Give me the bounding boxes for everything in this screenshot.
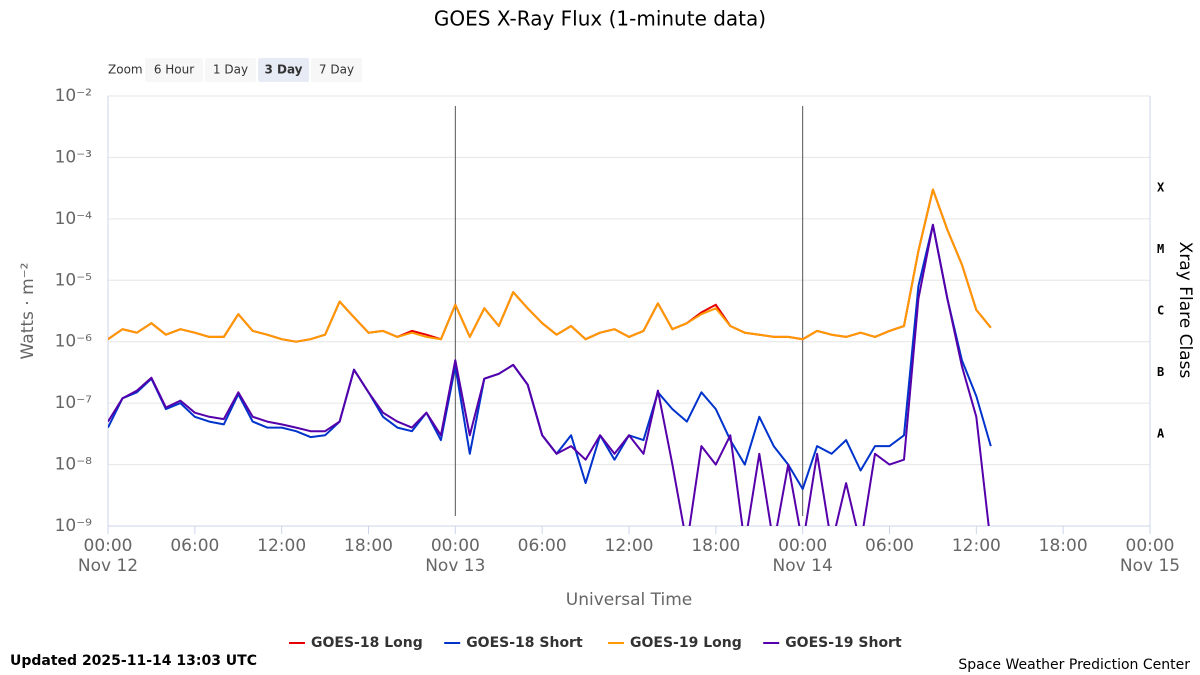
x-tick-label: 12:00 (605, 536, 654, 556)
y-tick-label: 10⁻⁸ (55, 455, 93, 475)
plot-area (108, 188, 992, 526)
x-tick-date: Nov 13 (425, 556, 485, 576)
zoom-button-bg[interactable] (258, 58, 309, 82)
x-tick-label: 00:00 (84, 536, 133, 556)
legend-label[interactable]: GOES-18 Short (466, 635, 583, 651)
zoom-label: Zoom (108, 63, 143, 77)
x-tick-label: 18:00 (691, 536, 740, 556)
zoom-button-label[interactable]: 1 Day (213, 63, 248, 77)
y-tick-label: 10⁻⁷ (55, 393, 93, 413)
zoom-button-label[interactable]: 7 Day (319, 63, 354, 77)
y-tick-label: 10⁻⁹ (55, 516, 93, 536)
zoom-button[interactable]: 1 Day (205, 58, 256, 82)
x-tick-label: 00:00 (431, 536, 480, 556)
flare-class-label: B (1157, 365, 1164, 379)
x-tick-label: 18:00 (1039, 536, 1088, 556)
flare-class-label: A (1157, 426, 1165, 440)
x-tick-date: Nov 15 (1120, 556, 1180, 576)
legend-label[interactable]: GOES-18 Long (311, 635, 423, 651)
updated-note: Updated 2025-11-14 13:03 UTC (10, 653, 257, 669)
x-tick-label: 06:00 (518, 536, 567, 556)
zoom-button[interactable]: 3 Day (258, 58, 309, 82)
y-tick-label: 10⁻³ (55, 147, 92, 167)
series-line (108, 188, 992, 343)
zoom-button-bg[interactable] (145, 58, 203, 82)
zoom-button[interactable]: 6 Hour (145, 58, 203, 82)
zoom-button-bg[interactable] (311, 58, 362, 82)
x-tick-label: 00:00 (1126, 536, 1175, 556)
x-tick-label: 12:00 (952, 536, 1001, 556)
zoom-button[interactable]: 7 Day (311, 58, 362, 82)
x-tick-label: 12:00 (257, 536, 306, 556)
x-tick-label: 18:00 (344, 536, 393, 556)
x-tick-label: 06:00 (170, 536, 219, 556)
y2-axis-label: Xray Flare Class (1175, 242, 1195, 379)
credit: Space Weather Prediction Center (958, 657, 1190, 673)
chart-title: GOES X-Ray Flux (1-minute data) (434, 7, 766, 31)
series-line (108, 223, 990, 526)
x-tick-label: 00:00 (778, 536, 827, 556)
zoom-button-bg[interactable] (205, 58, 256, 82)
y-axis-label: Watts · m⁻² (18, 263, 38, 360)
series-line (108, 223, 992, 490)
x-axis-label: Universal Time (566, 590, 692, 610)
legend-item[interactable]: GOES-18 Long (289, 635, 423, 651)
flare-class-label: X (1157, 181, 1165, 195)
flare-class-label: C (1157, 304, 1164, 318)
y-tick-label: 10⁻² (55, 86, 92, 106)
y-tick-label: 10⁻⁵ (55, 270, 92, 290)
zoom-button-label[interactable]: 3 Day (264, 63, 302, 77)
x-tick-date: Nov 14 (773, 556, 833, 576)
legend-label[interactable]: GOES-19 Short (785, 635, 902, 651)
legend-label[interactable]: GOES-19 Long (630, 635, 742, 651)
flare-class-label: M (1157, 242, 1164, 256)
zoom-button-label[interactable]: 6 Hour (154, 63, 194, 77)
x-tick-date: Nov 12 (78, 556, 138, 576)
y-tick-label: 10⁻⁶ (55, 332, 93, 352)
x-tick-label: 06:00 (865, 536, 914, 556)
series-line (108, 188, 992, 343)
y-tick-label: 10⁻⁴ (55, 209, 93, 229)
legend-item[interactable]: GOES-19 Long (608, 635, 742, 651)
legend-item[interactable]: GOES-19 Short (763, 635, 902, 651)
legend-item[interactable]: GOES-18 Short (444, 635, 583, 651)
